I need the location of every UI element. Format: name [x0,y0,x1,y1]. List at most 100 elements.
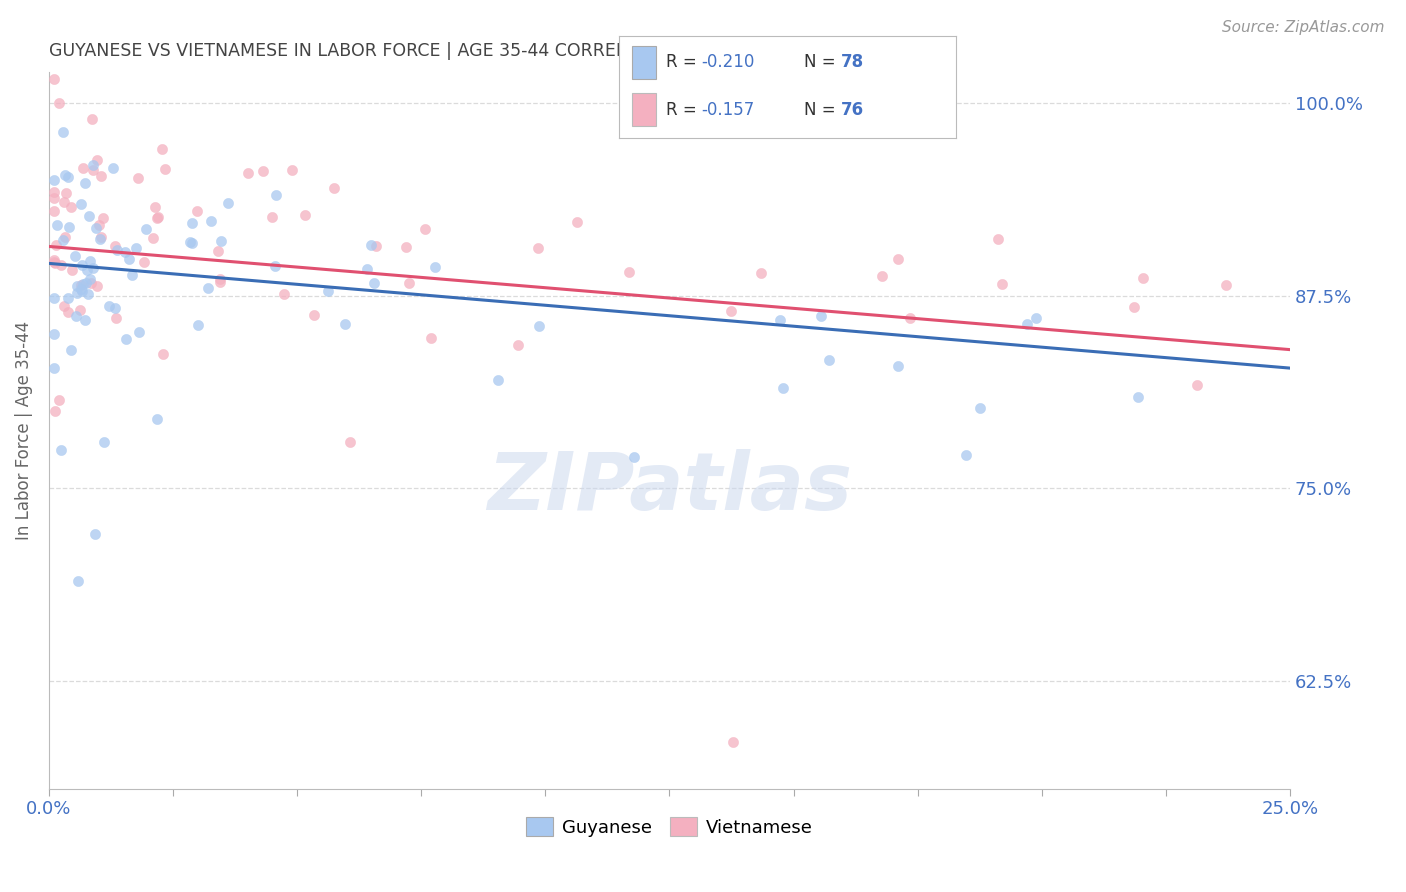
Point [721,735,744,749]
Point [53,230,76,244]
Point [364,238,387,252]
Point [316,285,339,299]
Point [82,112,104,126]
Point [97,299,120,313]
Text: R =: R = [666,54,702,71]
Bar [633,45,655,78]
Point [145,200,167,214]
Point [73,176,96,190]
Point [52,125,75,139]
Point [42,326,65,341]
Point [69,197,91,211]
Point [294,208,316,222]
Point [86,221,108,235]
Point [114,245,136,260]
Point [356,262,378,277]
Point [89,232,111,246]
Point [360,237,382,252]
Point [135,221,157,235]
Point [125,241,148,255]
Point [1132,271,1154,285]
Point [65,285,87,300]
Point [70,277,93,292]
Point [987,232,1010,246]
Text: N =: N = [804,101,841,119]
Point [104,239,127,253]
Legend: Guyanese, Vietnamese: Guyanese, Vietnamese [519,810,820,844]
Point [1126,390,1149,404]
Point [810,310,832,324]
Point [420,331,443,345]
Point [339,435,361,450]
Point [93,435,115,450]
Point [63,249,86,263]
Point [280,163,302,178]
Text: -0.210: -0.210 [702,54,755,71]
Point [155,162,177,177]
Point [70,282,93,296]
Bar [633,93,655,126]
Point [187,318,209,333]
Y-axis label: In Labor Force | Age 35-44: In Labor Force | Age 35-44 [15,321,32,540]
Point [142,231,165,245]
Point [1123,300,1146,314]
Text: 78: 78 [841,54,865,71]
Point [70,285,93,299]
Point [565,215,588,229]
Point [217,195,239,210]
Point [238,166,260,180]
Point [208,275,231,289]
Point [69,302,91,317]
Point [398,276,420,290]
Text: ZIPatlas: ZIPatlas [486,449,852,527]
Point [887,252,910,266]
Point [86,153,108,167]
Point [749,266,772,280]
Point [104,301,127,316]
Point [486,372,509,386]
Point [118,252,141,267]
Point [82,260,104,275]
Text: -0.157: -0.157 [702,101,755,119]
Point [58,291,80,305]
Point [886,359,908,373]
Point [333,318,356,332]
Point [1215,278,1237,293]
Point [76,287,98,301]
Point [105,243,128,257]
Point [132,255,155,269]
Point [208,272,231,286]
Point [45,238,67,252]
Point [82,163,104,178]
Point [42,71,65,86]
Point [42,203,65,218]
Point [772,381,794,395]
Point [180,236,202,251]
Point [42,360,65,375]
Point [720,303,742,318]
Point [818,352,841,367]
Point [252,164,274,178]
Point [42,185,65,199]
Point [506,338,529,352]
Point [90,230,112,244]
Point [527,241,550,255]
Point [48,96,70,111]
Point [77,209,100,223]
Text: 76: 76 [841,101,865,119]
Point [150,143,173,157]
Point [209,234,232,248]
Point [89,219,111,233]
Point [101,161,124,176]
Point [55,186,77,200]
Point [128,326,150,340]
Point [529,318,551,333]
Point [1025,310,1047,325]
Point [53,195,76,210]
Point [52,233,75,247]
Point [423,260,446,275]
Point [152,347,174,361]
Point [73,313,96,327]
Point [969,401,991,415]
Point [79,272,101,286]
